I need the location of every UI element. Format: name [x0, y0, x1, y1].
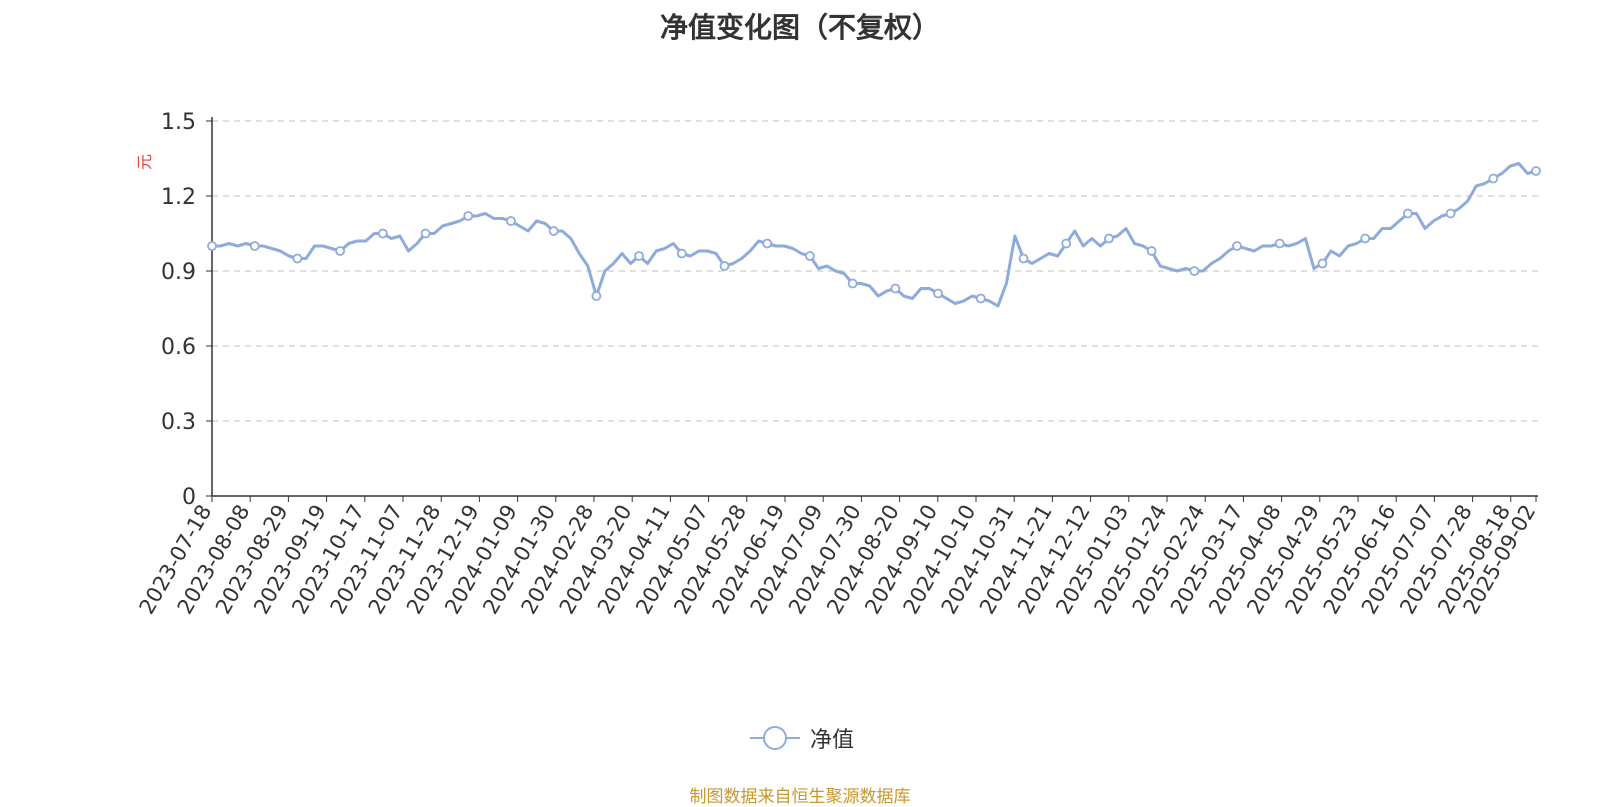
data-point[interactable]	[1104, 233, 1114, 244]
series-line-path	[212, 162, 1537, 308]
data-point[interactable]	[676, 248, 687, 259]
data-point[interactable]	[933, 288, 943, 299]
data-point[interactable]	[249, 241, 260, 251]
chart-title: 净值变化图（不复权）	[659, 11, 940, 44]
data-point[interactable]	[1402, 208, 1413, 219]
series-markers	[207, 166, 1541, 304]
y-tick-label: 0.9	[161, 260, 196, 285]
data-point[interactable]	[506, 216, 516, 226]
axes	[206, 117, 1538, 502]
data-point[interactable]	[1360, 233, 1371, 244]
data-point[interactable]	[847, 278, 858, 289]
data-point[interactable]	[1146, 246, 1157, 256]
data-point[interactable]	[207, 241, 217, 251]
data-point[interactable]	[719, 261, 730, 271]
grid-lines	[212, 120, 1538, 422]
data-point[interactable]	[1189, 266, 1200, 276]
y-tick-labels: 0 0.3 0.6 0.9 1.2 1.5	[161, 110, 196, 510]
data-point[interactable]	[292, 253, 303, 264]
data-point[interactable]	[377, 228, 388, 239]
data-point[interactable]	[634, 251, 644, 261]
data-point[interactable]	[591, 291, 602, 301]
x-tick-labels: 2023-07-182023-08-082023-08-292023-09-19…	[135, 500, 1541, 618]
y-tick-label: 0	[182, 485, 196, 510]
data-point[interactable]	[762, 238, 773, 249]
data-point[interactable]	[548, 226, 559, 236]
data-point[interactable]	[1232, 241, 1242, 251]
legend-line-icon	[750, 726, 800, 750]
y-tick-label: 1.5	[161, 110, 196, 135]
data-point[interactable]	[805, 251, 815, 261]
data-point[interactable]	[1488, 173, 1499, 184]
legend-label: 净值	[810, 728, 855, 753]
y-tick-label: 0.3	[161, 410, 196, 435]
data-point[interactable]	[1445, 208, 1456, 219]
data-point[interactable]	[1531, 166, 1541, 176]
data-point[interactable]	[1317, 258, 1328, 269]
data-source-note: 制图数据来自恒生聚源数据库	[689, 787, 911, 807]
data-point[interactable]	[420, 228, 431, 239]
data-point[interactable]	[1018, 253, 1029, 264]
y-axis-label: 元	[135, 154, 154, 170]
legend[interactable]: 净值	[750, 722, 854, 754]
y-tick-label: 1.2	[161, 185, 196, 210]
data-point[interactable]	[890, 283, 901, 294]
data-point[interactable]	[335, 246, 346, 256]
data-point[interactable]	[463, 211, 474, 221]
data-point[interactable]	[1061, 238, 1072, 249]
y-tick-label: 0.6	[161, 335, 196, 360]
data-point[interactable]	[975, 293, 986, 304]
data-point[interactable]	[1274, 238, 1285, 249]
series-line	[212, 162, 1537, 308]
